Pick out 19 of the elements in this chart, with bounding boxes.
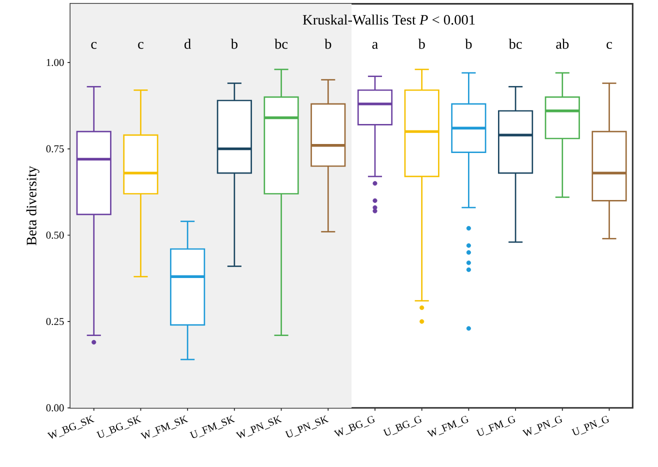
annotation: b	[324, 38, 332, 49]
annotation: b	[465, 38, 472, 49]
annotation: c	[91, 42, 97, 49]
annotation: b	[418, 38, 425, 49]
annotation: c	[606, 42, 612, 49]
annotation: d	[184, 38, 191, 49]
y-tick-label: 0.75	[46, 145, 64, 152]
y-tick-label: 0.50	[46, 232, 64, 239]
y-tick-label: 0.00	[46, 404, 64, 412]
annotation: c	[138, 42, 144, 49]
annotation: ab	[556, 38, 569, 49]
text: Kruskal-Wallis Test P < 0.001	[302, 14, 475, 25]
annotation: b	[230, 38, 238, 49]
y-tick-label: 0.25	[46, 318, 64, 326]
annotation: a	[372, 42, 378, 49]
annotation: bc	[508, 38, 522, 49]
annotation: bc	[274, 38, 288, 49]
y-tick-label: 1.00	[46, 58, 64, 66]
y-axis-title: Beta diversity	[26, 166, 40, 246]
